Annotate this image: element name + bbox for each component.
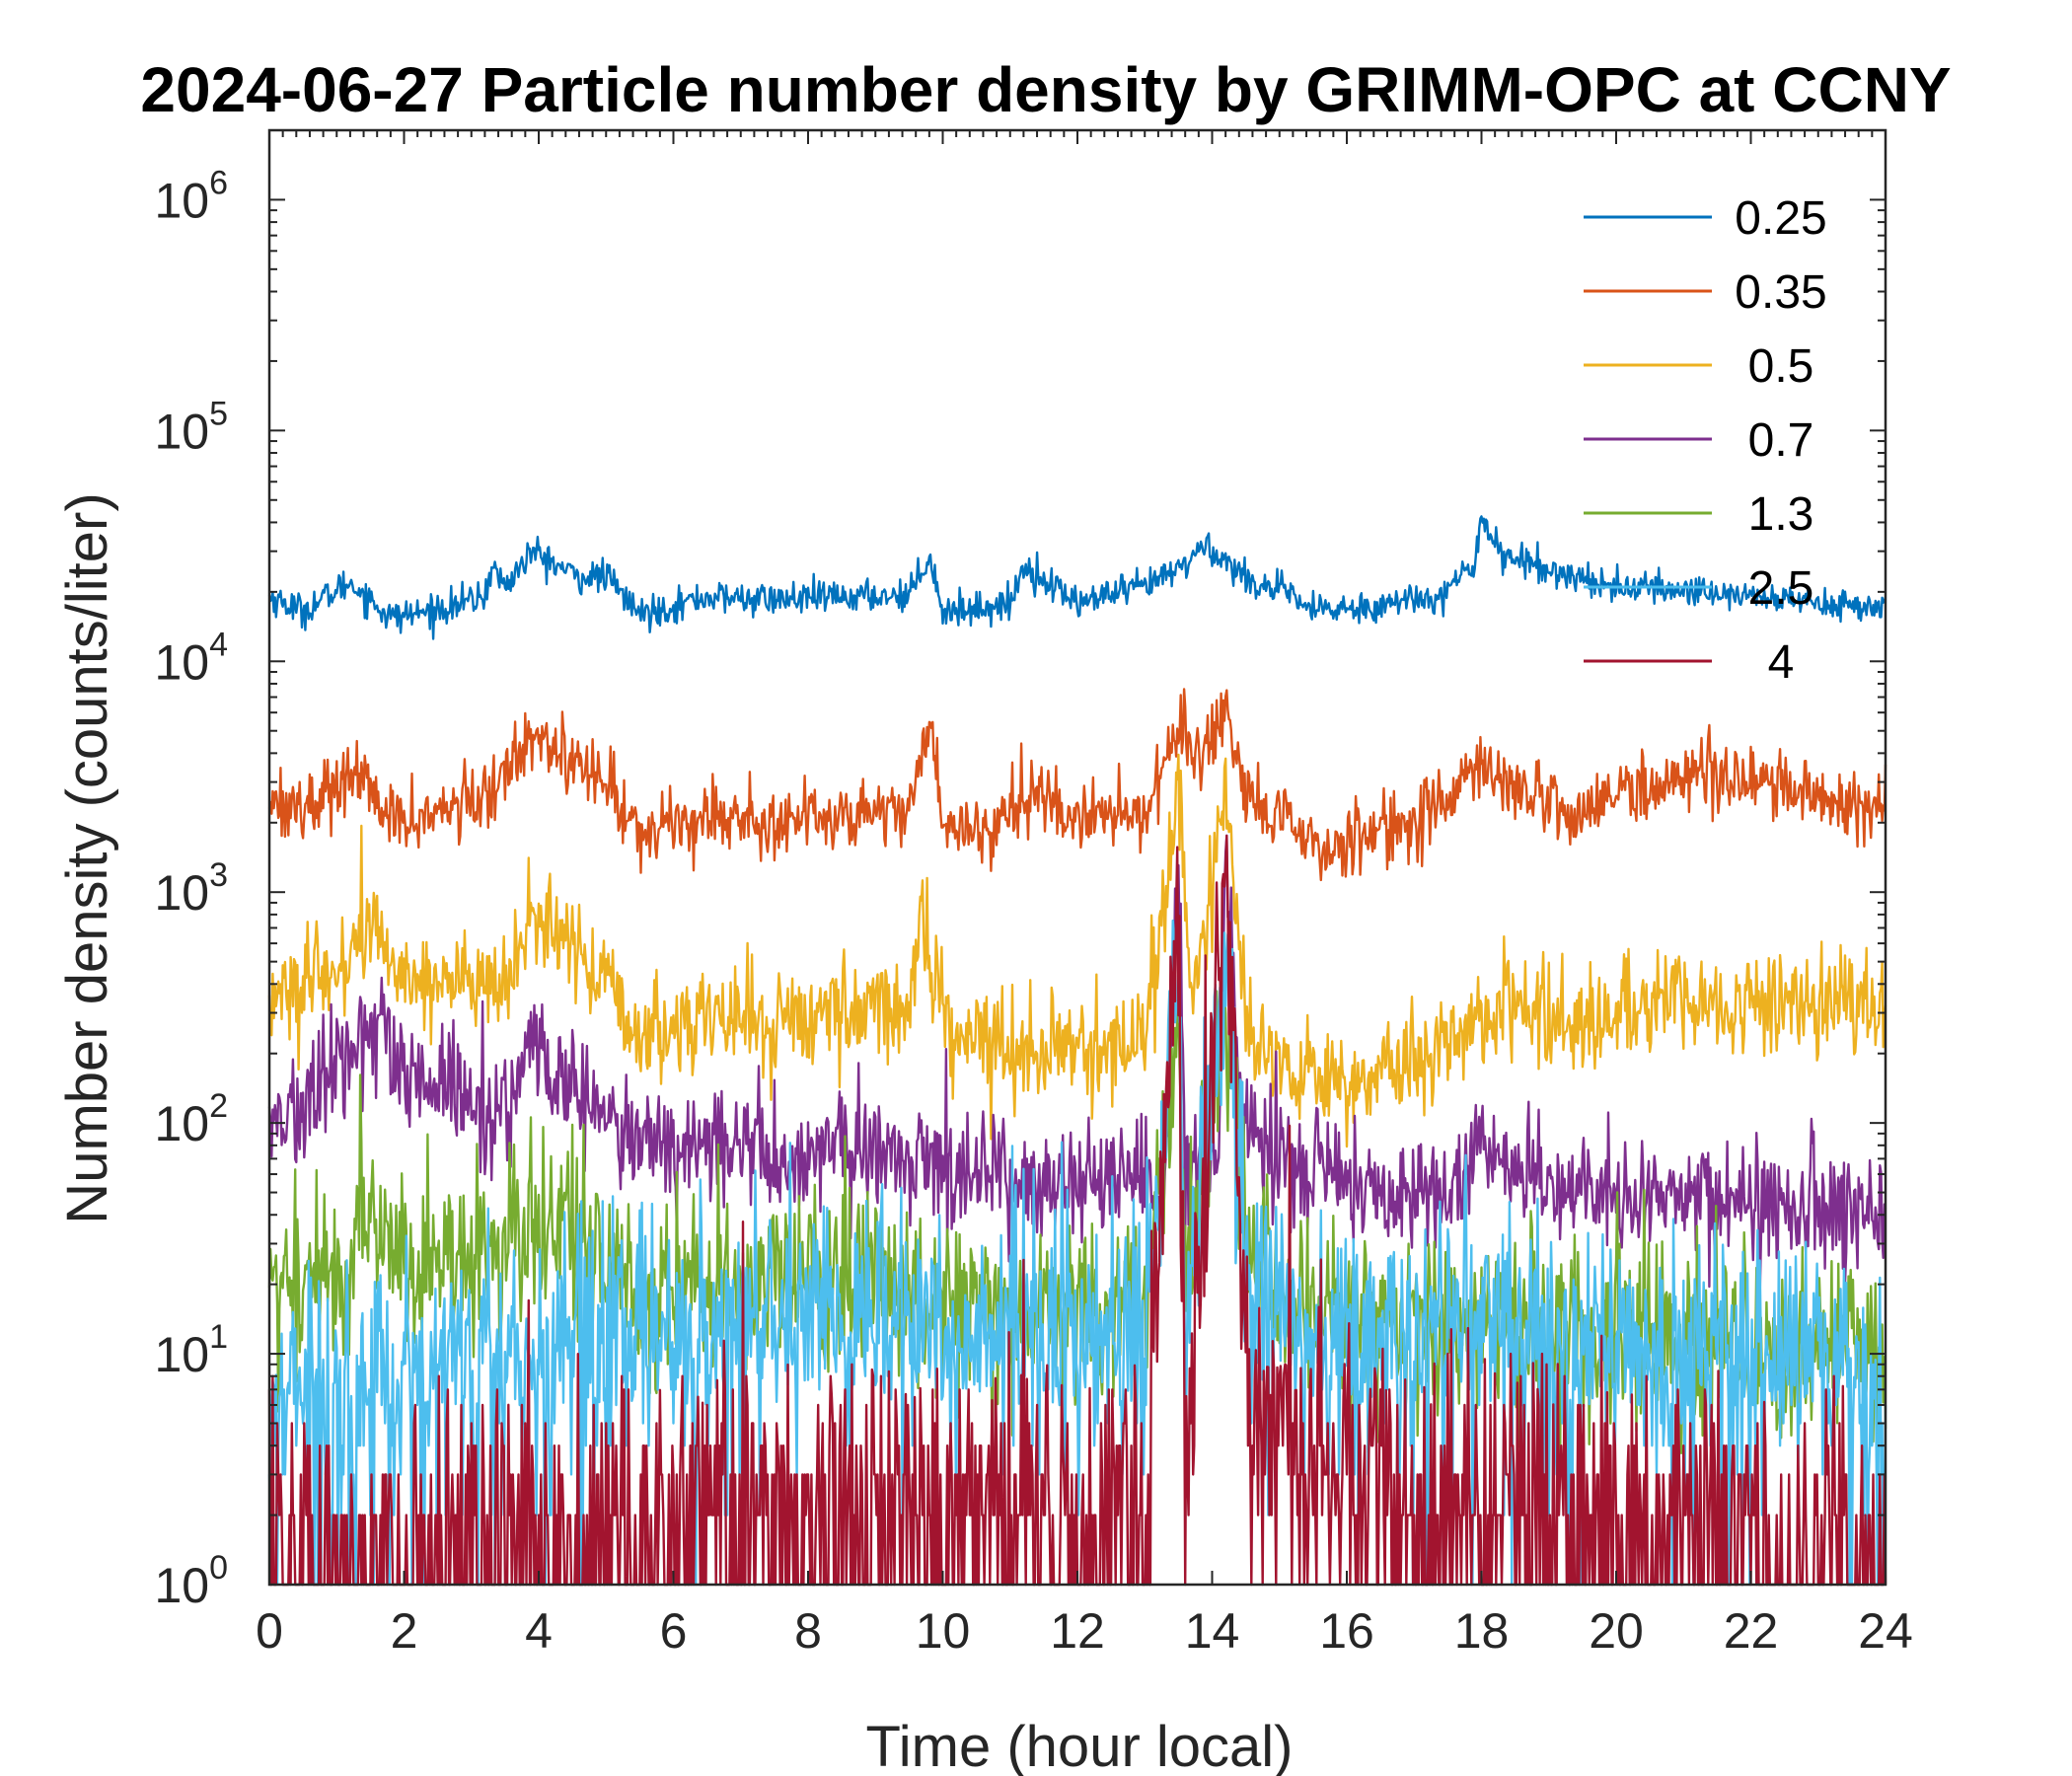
x-tick-label: 8 <box>794 1603 822 1659</box>
x-tick-label: 22 <box>1724 1603 1779 1659</box>
x-tick-label: 14 <box>1185 1603 1240 1659</box>
y-tick-label: 104 <box>154 626 228 690</box>
x-axis-label: Time (hour local) <box>866 1715 1294 1776</box>
series-line-0-5 <box>267 753 1887 1148</box>
y-tick-label: 101 <box>154 1318 228 1382</box>
y-tick-label: 102 <box>154 1087 228 1151</box>
series-line-1-3 <box>267 985 1887 1505</box>
tick-labels: 0 2 4 6 8 10 12 14 16 18 20 22 241001011021031041051… <box>154 164 1912 1659</box>
x-tick-label: 20 <box>1589 1603 1644 1659</box>
y-tick-label: 105 <box>154 395 228 459</box>
x-tick-label: 0 <box>256 1603 283 1659</box>
legend-label-2-5: 2.5 <box>1748 562 1814 615</box>
axes-layer <box>267 128 1887 1587</box>
legend-label-4: 4 <box>1768 636 1795 689</box>
legend-label-0-35: 0.35 <box>1735 266 1826 319</box>
x-tick-label: 2 <box>391 1603 418 1659</box>
x-tick-label: 6 <box>660 1603 688 1659</box>
x-tick-label: 16 <box>1319 1603 1374 1659</box>
chart-title: 2024-06-27 Particle number density by GR… <box>140 54 1951 125</box>
series-line-0-25 <box>267 515 1887 640</box>
y-tick-label: 106 <box>154 164 228 228</box>
x-tick-label: 10 <box>916 1603 971 1659</box>
x-tick-label: 24 <box>1858 1603 1913 1659</box>
legend-label-0-5: 0.5 <box>1748 340 1814 393</box>
x-tick-label: 12 <box>1050 1603 1105 1659</box>
y-tick-label: 103 <box>154 856 228 921</box>
legend-label-0-7: 0.7 <box>1748 414 1814 467</box>
legend: 0.25 0.35 0.5 0.7 1.3 2.5 4 <box>1584 192 1827 689</box>
x-tick-label: 18 <box>1454 1603 1510 1659</box>
legend-label-0-25: 0.25 <box>1735 192 1826 245</box>
series-line-2-5 <box>267 919 1887 1587</box>
series-line-0-35 <box>267 688 1887 882</box>
y-tick-label: 100 <box>154 1549 228 1613</box>
x-tick-label: 4 <box>525 1603 553 1659</box>
y-axis-label: Number density (counts/liter) <box>55 492 119 1223</box>
series-layer <box>267 515 1887 1587</box>
legend-label-1-3: 1.3 <box>1748 488 1814 541</box>
